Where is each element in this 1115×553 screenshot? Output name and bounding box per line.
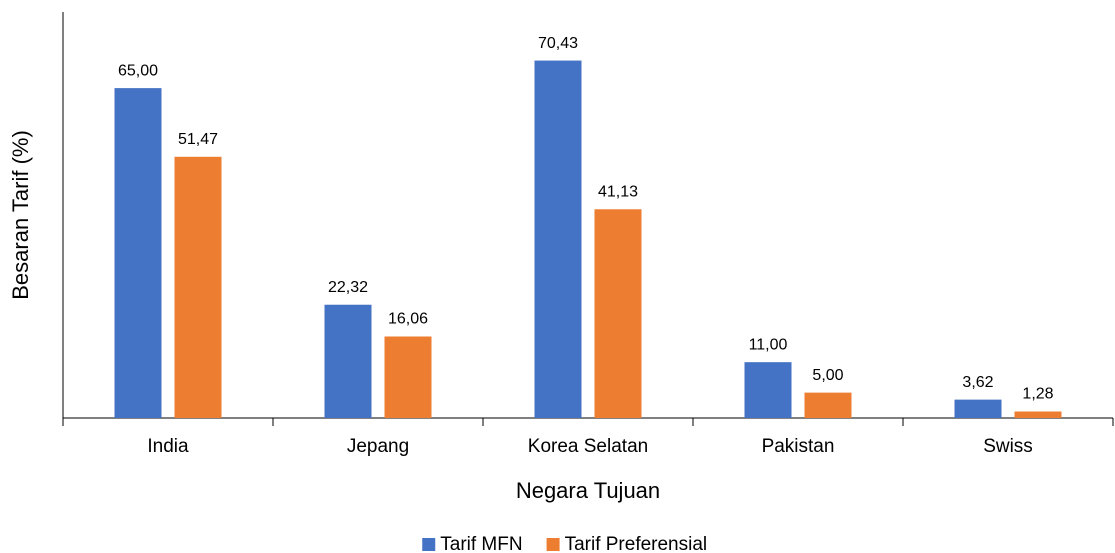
legend-swatch bbox=[422, 538, 436, 551]
bar bbox=[534, 60, 582, 418]
bar bbox=[594, 209, 642, 418]
bar bbox=[1014, 411, 1062, 418]
data-label: 65,00 bbox=[118, 62, 158, 79]
legend-label: Tarif Preferensial bbox=[565, 534, 708, 553]
bar bbox=[954, 399, 1002, 418]
x-tick-label: Swiss bbox=[983, 436, 1033, 457]
bar bbox=[174, 156, 222, 419]
x-tick-label: Korea Selatan bbox=[528, 436, 648, 457]
data-label: 16,06 bbox=[388, 311, 428, 328]
data-label: 51,47 bbox=[178, 131, 218, 148]
bar bbox=[804, 392, 852, 418]
legend-swatch bbox=[546, 538, 560, 551]
x-tick-label: India bbox=[147, 436, 189, 457]
data-label: 70,43 bbox=[538, 35, 578, 52]
x-tick-label: Pakistan bbox=[762, 436, 835, 457]
data-label: 41,13 bbox=[598, 183, 638, 200]
data-label: 11,00 bbox=[749, 336, 788, 353]
bar bbox=[384, 336, 432, 418]
data-label: 5,00 bbox=[812, 367, 843, 384]
data-label: 1,28 bbox=[1022, 386, 1053, 403]
legend-label: Tarif MFN bbox=[440, 534, 522, 553]
data-label: 22,32 bbox=[328, 279, 368, 296]
x-tick-label: Jepang bbox=[347, 436, 409, 457]
bar bbox=[114, 88, 162, 418]
y-axis-title: Besaran Tarif (%) bbox=[8, 130, 33, 300]
bar bbox=[744, 362, 792, 418]
data-label: 3,62 bbox=[962, 374, 993, 391]
x-axis-title: Negara Tujuan bbox=[516, 478, 660, 503]
bar bbox=[324, 304, 372, 418]
